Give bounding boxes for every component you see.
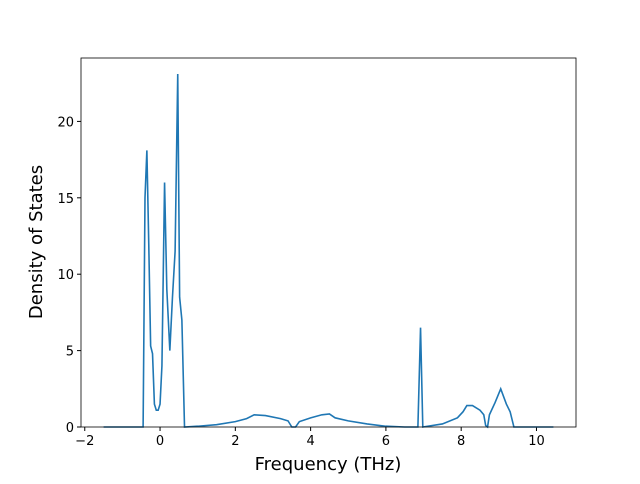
y-tick-label: 10 bbox=[57, 268, 74, 283]
y-tick-label: 0 bbox=[66, 421, 74, 436]
y-tick-label: 5 bbox=[66, 345, 74, 360]
axes-frame bbox=[80, 57, 577, 428]
y-tick-label: 15 bbox=[57, 192, 74, 207]
x-tick-label: 0 bbox=[156, 434, 164, 449]
x-tick-label: 6 bbox=[382, 434, 390, 449]
x-tick-label: 4 bbox=[306, 434, 314, 449]
x-tick-label: 8 bbox=[457, 434, 465, 449]
data-line bbox=[103, 74, 554, 429]
x-tick-label: −2 bbox=[75, 434, 94, 449]
y-tick-label: 20 bbox=[57, 115, 74, 130]
x-tick-label: 2 bbox=[231, 434, 239, 449]
x-tick-label: 10 bbox=[528, 434, 545, 449]
y-axis-label: Density of States bbox=[26, 165, 47, 319]
x-axis-label: Frequency (THz) bbox=[255, 454, 402, 475]
